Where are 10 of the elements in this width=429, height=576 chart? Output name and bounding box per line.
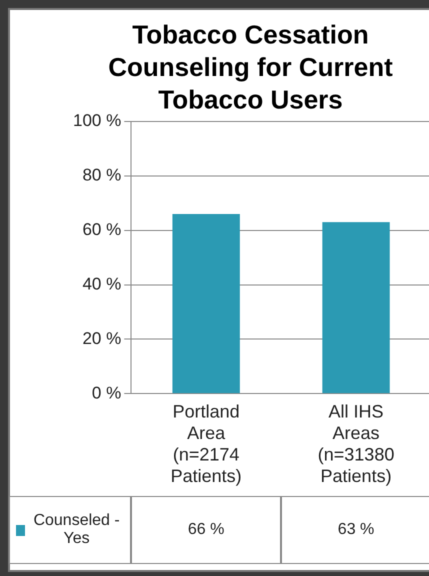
y-tick-label: 0 %	[92, 383, 122, 402]
legend-label: Counseled - Yes	[32, 512, 121, 548]
y-tick-label: 40 %	[82, 274, 122, 294]
data-label: 66 %	[131, 496, 282, 564]
data-label: 63 %	[281, 496, 429, 564]
x-tick-label: Portland Area (n=2174 Patients)	[170, 401, 242, 486]
y-tick-label: 20 %	[82, 328, 122, 348]
y-tick-label: 60 %	[82, 220, 122, 240]
x-tick-label: All IHS Areas (n=31380 Patients)	[318, 401, 394, 486]
y-tick-label: 80 %	[82, 166, 122, 185]
